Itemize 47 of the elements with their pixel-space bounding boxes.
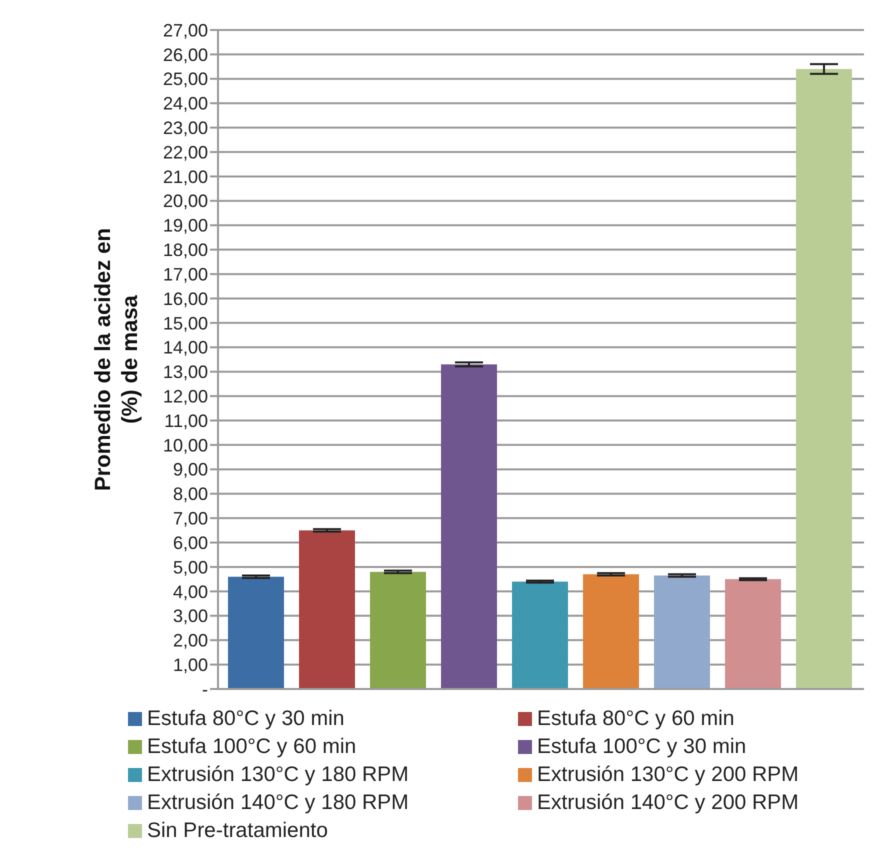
y-tick-label: 17,00 [162, 264, 208, 284]
y-tick-label: 27,00 [162, 20, 208, 40]
y-tick-label: 6,00 [172, 532, 208, 553]
bar [583, 574, 639, 689]
y-tick-label: 21,00 [162, 166, 208, 187]
bar [441, 364, 497, 689]
y-tick-label: 1,00 [172, 654, 208, 675]
y-tick-label: 22,00 [162, 142, 208, 162]
legend-label: Estufa 100°C y 60 min [147, 735, 356, 759]
bar [796, 69, 852, 689]
bar [654, 576, 710, 689]
legend-label: Extrusión 130°C y 200 RPM [537, 763, 799, 787]
y-tick-label: - [202, 679, 208, 700]
y-axis-title: Promedio de la acidez en (%) de masa [90, 228, 142, 491]
y-tick-label: 11,00 [164, 410, 208, 431]
y-tick-label: 16,00 [162, 288, 208, 309]
y-tick-label: 2,00 [172, 630, 208, 651]
y-tick-label: 24,00 [162, 94, 208, 114]
bar [512, 582, 568, 689]
y-tick-label: 3,00 [172, 606, 208, 626]
y-tick-label: 7,00 [172, 508, 208, 529]
bar [725, 579, 781, 689]
y-tick-label: 12,00 [162, 386, 208, 406]
legend-label: Extrusión 130°C y 180 RPM [147, 763, 409, 787]
y-tick-label: 18,00 [162, 240, 208, 260]
bar [228, 576, 284, 689]
legend-label: Estufa 80°C y 30 min [147, 707, 344, 731]
y-tick-label: 19,00 [162, 216, 208, 236]
y-tick-label: 23,00 [162, 118, 208, 138]
y-tick-label: 4,00 [172, 582, 208, 602]
y-tick-label: 15,00 [162, 313, 208, 334]
legend-label: Estufa 80°C y 60 min [537, 707, 734, 731]
legend-label: Extrusión 140°C y 180 RPM [147, 791, 409, 815]
y-tick-label: 20,00 [162, 191, 208, 212]
y-tick-label: 14,00 [162, 338, 208, 358]
y-tick-label: 5,00 [172, 557, 208, 578]
y-tick-label: 26,00 [162, 44, 208, 65]
y-tick-label: 10,00 [162, 435, 208, 456]
y-tick-label: 13,00 [162, 362, 208, 382]
y-tick-label: 8,00 [172, 484, 208, 504]
y-tick-label: 25,00 [162, 69, 208, 90]
legend-label: Estufa 100°C y 30 min [537, 735, 746, 759]
legend-label: Sin Pre-tratamiento [147, 819, 328, 843]
legend-label: Extrusión 140°C y 200 RPM [537, 791, 799, 815]
bar [299, 530, 355, 689]
bar [370, 572, 426, 689]
y-tick-label: 9,00 [172, 460, 208, 480]
